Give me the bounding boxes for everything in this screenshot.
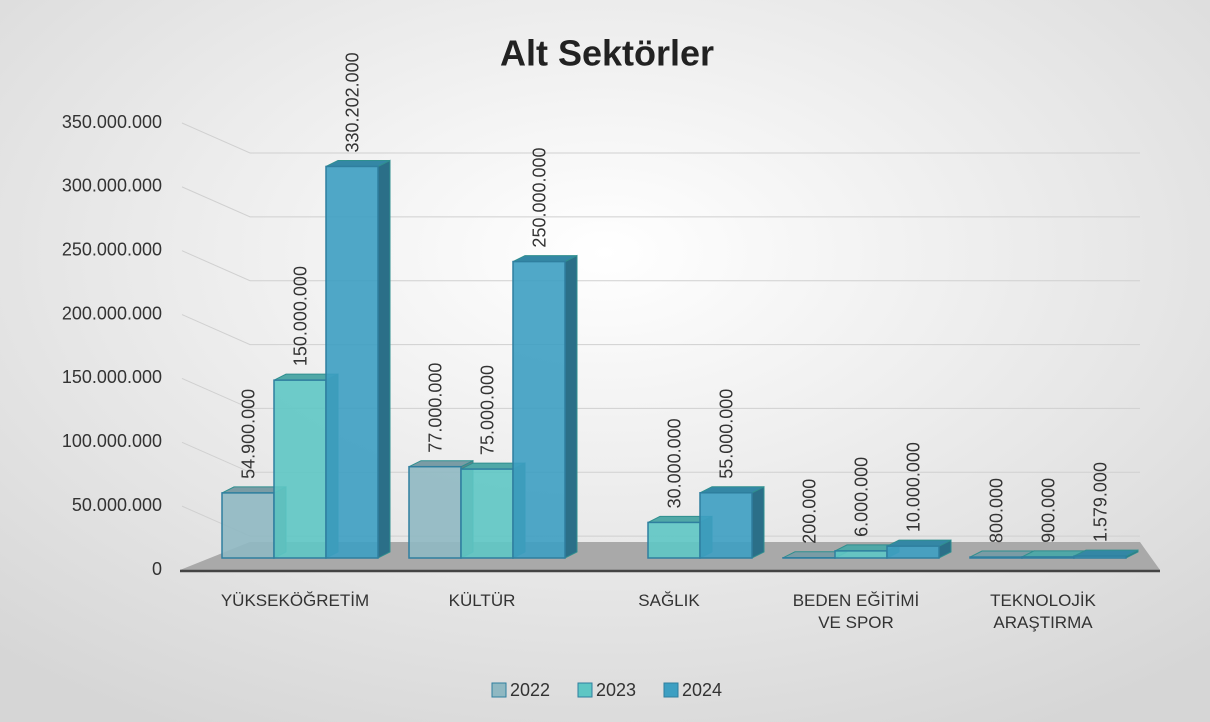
bar-front xyxy=(834,550,888,559)
bar-front xyxy=(408,465,462,559)
grid-line xyxy=(181,250,1140,282)
bar-front xyxy=(325,165,379,559)
bar-top xyxy=(325,159,391,167)
bar-front xyxy=(1021,556,1075,559)
bar-front xyxy=(699,492,753,559)
data-label: 200.000 xyxy=(800,479,820,544)
legend-swatch xyxy=(491,682,507,698)
y-tick-label: 50.000.000 xyxy=(72,495,162,515)
bar-top xyxy=(699,486,765,494)
x-tick-label: BEDEN EĞİTİMİ VE SPOR xyxy=(792,591,920,632)
data-label: 55.000.000 xyxy=(717,389,737,479)
grid-line xyxy=(181,377,1140,409)
legend-swatch xyxy=(663,682,679,698)
grid-line xyxy=(181,314,1140,346)
legend-label: 2024 xyxy=(682,680,722,700)
data-label: 250.000.000 xyxy=(530,147,550,247)
data-label: 77.000.000 xyxy=(426,363,446,453)
bar-side xyxy=(377,159,391,559)
bar-front xyxy=(886,545,940,559)
y-tick-label: 250.000.000 xyxy=(62,239,162,259)
data-label: 10.000.000 xyxy=(904,442,924,532)
y-tick-label: 350.000.000 xyxy=(62,112,162,132)
bar xyxy=(1073,549,1139,559)
bar-top xyxy=(1073,549,1139,557)
data-label: 900.000 xyxy=(1039,478,1059,543)
bar xyxy=(886,539,952,559)
data-label: 6.000.000 xyxy=(852,457,872,537)
data-label: 150.000.000 xyxy=(291,266,311,366)
data-label: 1.579.000 xyxy=(1091,462,1111,542)
y-tick-label: 100.000.000 xyxy=(62,431,162,451)
data-label: 54.900.000 xyxy=(239,389,259,479)
bar-front xyxy=(221,492,275,559)
x-tick-label: SAĞLIK xyxy=(638,591,700,610)
legend-label: 2022 xyxy=(510,680,550,700)
bar-top xyxy=(512,255,578,263)
chart-title: Alt Sektörler xyxy=(500,33,714,74)
legend-label: 2023 xyxy=(596,680,636,700)
bar-side xyxy=(751,485,765,559)
y-tick-label: 0 xyxy=(152,559,162,579)
bar-front xyxy=(647,521,701,559)
bar-front xyxy=(460,468,514,559)
data-label: 75.000.000 xyxy=(478,365,498,455)
data-label: 800.000 xyxy=(987,478,1007,543)
grid-line xyxy=(181,441,1140,473)
bar-top xyxy=(886,539,952,547)
bar-side xyxy=(564,254,578,559)
data-label: 330.202.000 xyxy=(343,52,363,152)
grid-line xyxy=(181,122,1140,154)
bar-front xyxy=(512,260,566,559)
x-tick-label: TEKNOLOJİK ARAŞTIRMA xyxy=(990,591,1096,632)
x-tick-label: YÜKSEKÖĞRETİM xyxy=(220,591,370,610)
legend-swatch xyxy=(577,682,593,698)
y-tick-label: 150.000.000 xyxy=(62,367,162,387)
y-tick-label: 300.000.000 xyxy=(62,176,162,196)
grid-line xyxy=(181,186,1140,218)
bar xyxy=(512,254,578,559)
x-tick-label: KÜLTÜR xyxy=(448,591,516,610)
y-tick-label: 200.000.000 xyxy=(62,303,162,323)
bar-front xyxy=(969,556,1023,559)
bar-front xyxy=(1073,555,1127,559)
bar-front xyxy=(273,379,327,559)
bar-top xyxy=(408,460,474,468)
bar xyxy=(699,485,765,559)
data-label: 30.000.000 xyxy=(665,418,685,508)
bar xyxy=(325,159,391,559)
